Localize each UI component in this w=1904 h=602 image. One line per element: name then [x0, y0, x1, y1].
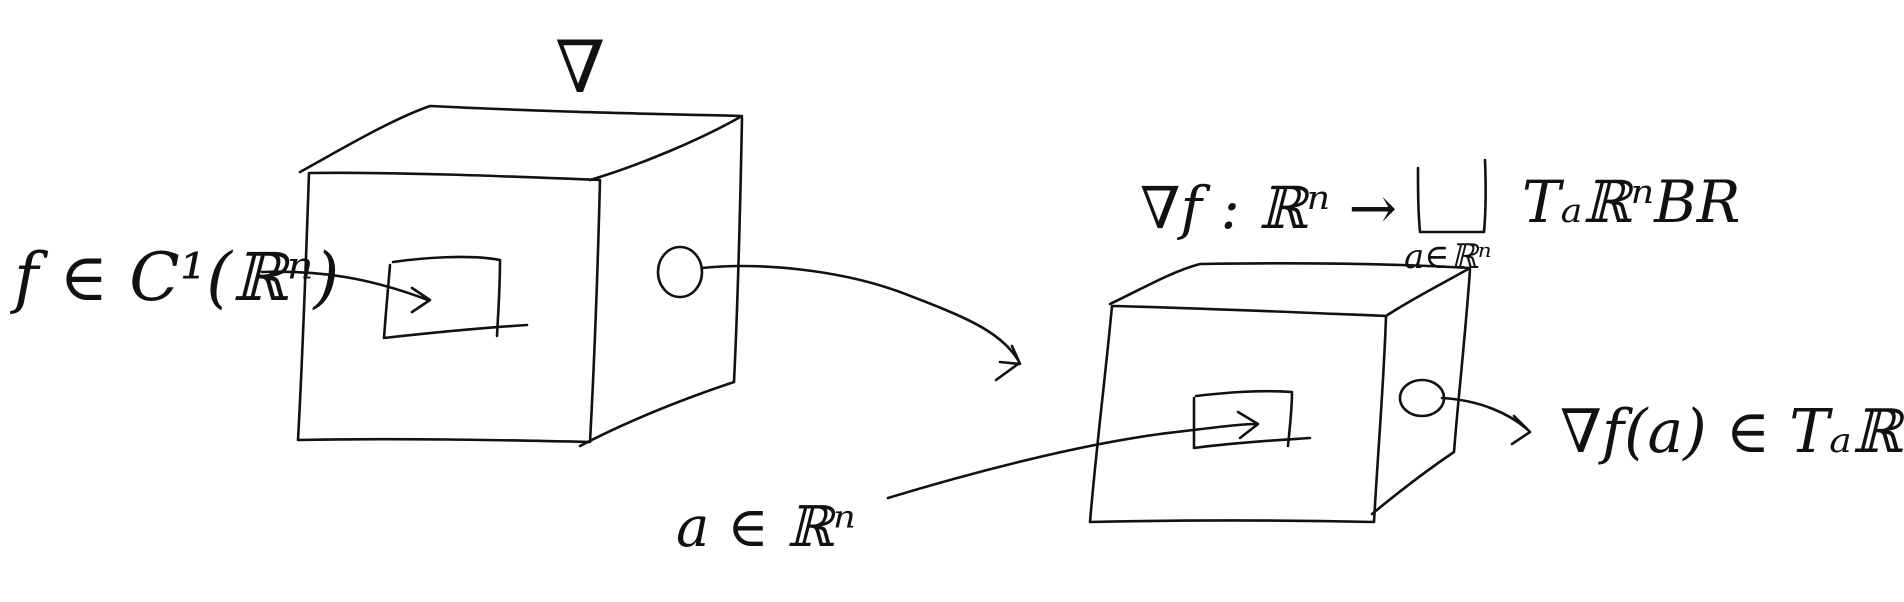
right-box-front-face [1088, 304, 1388, 524]
input-function-label: f ∈ C¹(ℝⁿ) [9, 239, 339, 316]
right-box-top-face [1108, 261, 1472, 318]
coproduct-symbol [1416, 158, 1487, 234]
left-box [296, 104, 744, 448]
point-label: a ∈ ℝⁿ [676, 495, 856, 560]
transfer-arrow [700, 264, 1022, 382]
codomain-label: TₐℝⁿBR [1522, 168, 1740, 236]
left-box-top-face [298, 104, 744, 182]
right-box-right-face [1370, 268, 1472, 516]
gradient-map-label: ∇f : ℝⁿ → [1140, 174, 1397, 242]
output-arrow [1440, 396, 1532, 446]
coproduct-index-label: a∈ℝⁿ [1404, 237, 1491, 277]
right-box [1088, 261, 1472, 524]
left-box-output-port [656, 245, 704, 299]
nabla-operator-label: ∇ [555, 25, 605, 109]
right-box-output-port [1398, 378, 1446, 418]
left-box-input-slot [382, 255, 529, 340]
output-value-label: ∇f(a) ∈ Tₐℝⁿ [1560, 397, 1904, 467]
left-box-front-face [296, 171, 602, 444]
right-box-input-slot [1192, 389, 1312, 450]
left-box-right-face [578, 116, 744, 448]
input-arrow [260, 270, 432, 314]
point-arrow [886, 410, 1260, 500]
